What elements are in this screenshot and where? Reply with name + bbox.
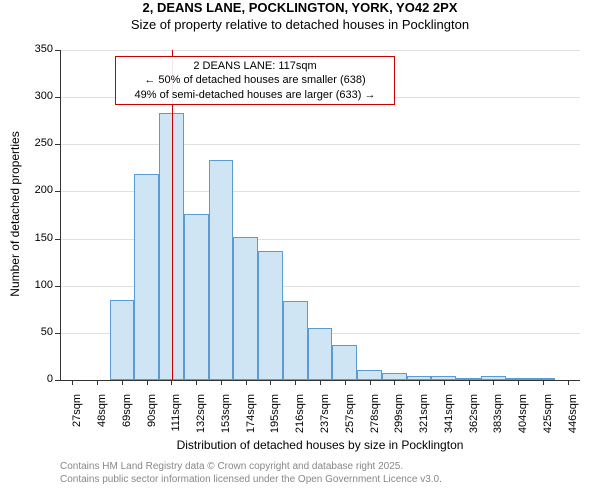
histogram-bar [184, 214, 209, 380]
x-tick-label: 153sqm [220, 394, 232, 444]
y-tick-label: 250 [25, 137, 53, 149]
x-tick-label: 321sqm [418, 394, 430, 444]
histogram-bar [134, 174, 159, 380]
footer-text: Contains HM Land Registry data © Crown c… [60, 460, 442, 486]
y-axis-label: Number of detached properties [8, 124, 22, 304]
x-axis-line [60, 380, 580, 381]
x-tick-label: 341sqm [443, 394, 455, 444]
x-tick-label: 69sqm [121, 394, 133, 444]
footer-line-1: Contains HM Land Registry data © Crown c… [60, 460, 442, 473]
x-tick-label: 404sqm [517, 394, 529, 444]
x-tick-label: 383sqm [492, 394, 504, 444]
histogram-bar [357, 370, 382, 380]
footer-line-2: Contains public sector information licen… [60, 473, 442, 486]
y-tick-label: 50 [25, 326, 53, 338]
y-tick-label: 150 [25, 232, 53, 244]
x-tick-label: 27sqm [71, 394, 83, 444]
histogram-bar [110, 300, 135, 380]
x-tick-label: 278sqm [369, 394, 381, 444]
x-tick-label: 257sqm [344, 394, 356, 444]
annotation-line-1: 2 DEANS LANE: 117sqm [120, 59, 390, 73]
x-tick-label: 299sqm [393, 394, 405, 444]
x-tick-label: 237sqm [319, 394, 331, 444]
y-axis-line [60, 50, 61, 380]
histogram-bar [209, 160, 234, 380]
x-tick-label: 174sqm [245, 394, 257, 444]
x-tick-label: 195sqm [269, 394, 281, 444]
y-tick-label: 350 [25, 43, 53, 55]
x-tick-label: 132sqm [195, 394, 207, 444]
x-tick-label: 90sqm [146, 394, 158, 444]
annotation-line-3: 49% of semi-detached houses are larger (… [120, 88, 390, 102]
chart-container: 2, DEANS LANE, POCKLINGTON, YORK, YO42 2… [0, 0, 600, 500]
x-tick-label: 362sqm [468, 394, 480, 444]
annotation-line-2: ← 50% of detached houses are smaller (63… [120, 73, 390, 87]
chart-subtitle: Size of property relative to detached ho… [0, 17, 600, 34]
chart-title: 2, DEANS LANE, POCKLINGTON, YORK, YO42 2… [0, 0, 600, 17]
histogram-bar [332, 345, 357, 380]
x-tick-label: 111sqm [170, 394, 182, 444]
x-tick-label: 216sqm [294, 394, 306, 444]
histogram-bar [308, 328, 333, 380]
x-tick-label: 48sqm [96, 394, 108, 444]
gridline [60, 50, 580, 51]
y-tick-label: 0 [25, 373, 53, 385]
x-tick-label: 425sqm [542, 394, 554, 444]
x-tick-label: 446sqm [567, 394, 579, 444]
annotation-box: 2 DEANS LANE: 117sqm← 50% of detached ho… [115, 56, 395, 105]
histogram-bar [258, 251, 283, 380]
y-tick-label: 300 [25, 90, 53, 102]
histogram-bar [382, 373, 407, 380]
y-tick-label: 200 [25, 184, 53, 196]
gridline [60, 144, 580, 145]
y-tick-label: 100 [25, 279, 53, 291]
histogram-bar [283, 301, 308, 380]
histogram-bar [233, 237, 258, 380]
